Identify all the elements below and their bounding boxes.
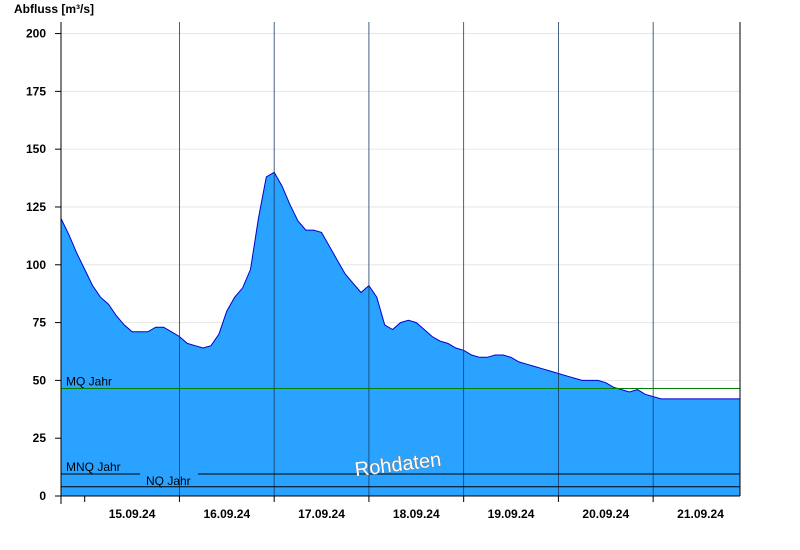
reference-line-nq-jahr: NQ Jahr (61, 474, 740, 488)
x-tick-label: 17.09.24 (298, 507, 345, 521)
reference-line-mnq-jahr: MNQ Jahr (61, 460, 740, 475)
reference-line-mq-jahr: MQ Jahr (61, 374, 740, 389)
x-tick-label: 21.09.24 (677, 507, 724, 521)
discharge-area (61, 172, 740, 497)
reference-lines: MQ Jahr MNQ Jahr NQ Jahr (61, 374, 740, 488)
y-tick-label: 75 (33, 316, 47, 330)
y-tick-label: 0 (39, 489, 46, 503)
y-tick-label: 175 (26, 84, 46, 98)
y-axis: 0 25 50 75 100 125 150 175 200 (26, 22, 62, 504)
x-tick-label: 15.09.24 (109, 507, 156, 521)
x-tick-label: 16.09.24 (203, 507, 250, 521)
y-tick-label: 50 (33, 373, 47, 387)
x-tick-label: 19.09.24 (488, 507, 535, 521)
y-axis-label: Abfluss [m³/s] (14, 2, 94, 16)
reference-line-label: MQ Jahr (66, 374, 112, 388)
reference-line-label: NQ Jahr (146, 474, 191, 488)
y-tick-label: 150 (26, 142, 46, 156)
y-tick-label: 125 (26, 200, 46, 214)
x-axis: 15.09.24 16.09.24 17.09.24 18.09.24 19.09.24… (61, 495, 740, 521)
x-tick-label: 20.09.24 (582, 507, 629, 521)
day-separator-lines (179, 22, 654, 496)
x-tick-label: 18.09.24 (393, 507, 440, 521)
y-tick-label: 25 (33, 431, 47, 445)
y-tick-label: 200 (26, 27, 46, 41)
reference-line-label: MNQ Jahr (66, 460, 121, 474)
y-tick-label: 100 (26, 258, 46, 272)
discharge-line (60, 171, 740, 400)
